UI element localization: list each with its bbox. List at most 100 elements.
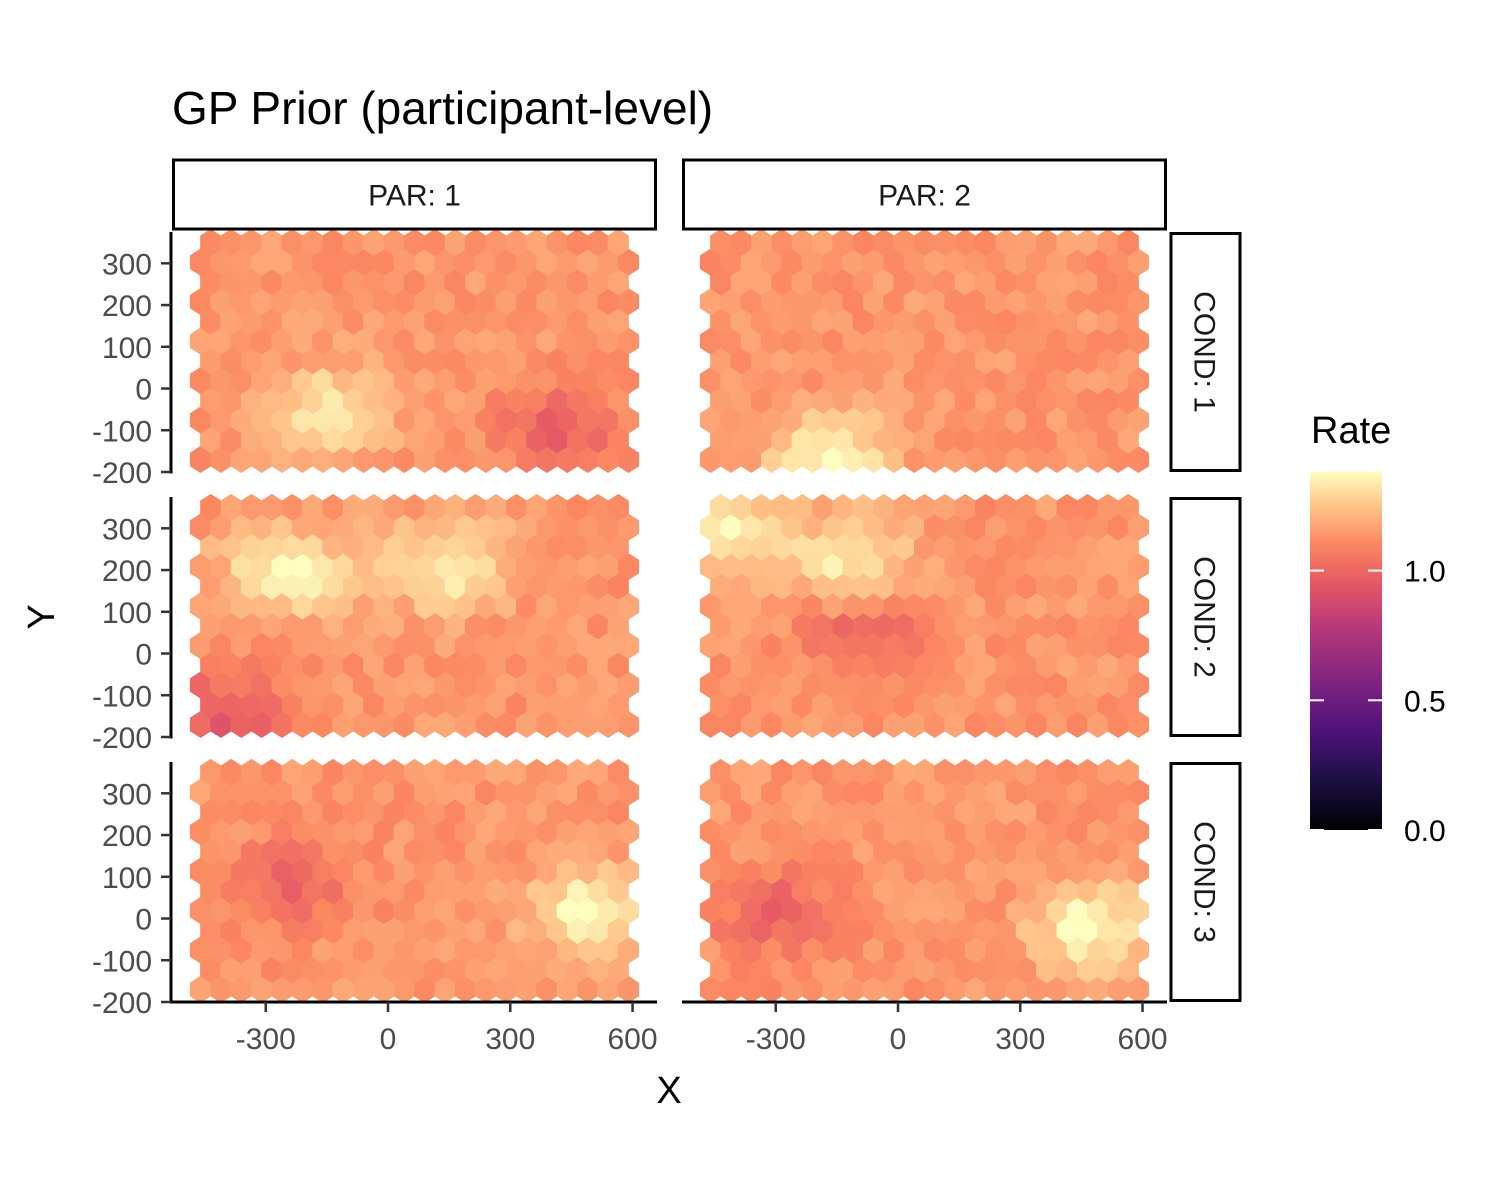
facet-strip-top: [172, 158, 657, 231]
hex-cell: [536, 710, 558, 739]
hex-cell: [434, 327, 456, 355]
hex-cell: [822, 631, 844, 660]
hex-cell: [954, 837, 976, 865]
hex-cell: [597, 406, 619, 434]
hex-cell: [1046, 631, 1068, 660]
hex-cell: [964, 248, 987, 276]
hex-cell: [220, 877, 242, 905]
hex-cell: [913, 837, 936, 865]
hex-cell: [200, 758, 222, 786]
hex-cell: [312, 818, 334, 846]
hex-cell: [617, 592, 640, 620]
hex-cell: [403, 916, 426, 944]
hex-cell: [1056, 426, 1078, 454]
hex-cell: [801, 778, 824, 806]
legend-title: Rate: [1311, 410, 1391, 452]
hex-cell: [1066, 671, 1088, 699]
hex-cell: [801, 975, 824, 1004]
hex-cell: [720, 248, 742, 276]
hex-cell: [332, 671, 354, 699]
hex-cell: [485, 798, 507, 826]
hex-cell: [566, 877, 589, 905]
hex-cell: [699, 975, 722, 1004]
hex-cell: [699, 778, 722, 806]
hex-cell: [383, 268, 405, 296]
hex-cell: [240, 837, 263, 865]
hex-cell: [261, 386, 283, 414]
hex-cell: [230, 553, 252, 581]
hex-cell: [210, 406, 232, 434]
hex-cell: [393, 366, 415, 395]
hex-cell: [1066, 248, 1088, 276]
hex-cell: [546, 426, 568, 454]
hex-cell: [485, 307, 507, 335]
hex-cell: [1097, 798, 1119, 826]
hex-cell: [1097, 758, 1119, 786]
hex-cell: [475, 366, 497, 395]
hex-cell: [434, 592, 456, 620]
hex-cell: [801, 513, 824, 541]
hex-cell: [342, 533, 364, 561]
hex-cell: [220, 956, 242, 984]
hex-cell: [1117, 877, 1139, 905]
hex-cell: [587, 228, 609, 256]
hex-cell: [566, 956, 589, 984]
hex-cell: [393, 327, 415, 355]
hex-cell: [251, 553, 273, 581]
hex-cell: [954, 493, 976, 521]
hex-cell: [465, 347, 487, 375]
hex-cell: [781, 818, 803, 846]
hex-cell: [393, 818, 415, 846]
hex-cell: [862, 778, 885, 806]
hex-cell: [281, 651, 303, 679]
hex-cell: [546, 956, 568, 984]
hex-cell: [261, 612, 283, 640]
hex-cell: [322, 956, 344, 984]
hex-cell: [475, 248, 497, 276]
facet-strip-right: [1169, 232, 1242, 472]
hex-cell: [852, 916, 874, 944]
hex-cell: [302, 916, 324, 944]
hex-cell: [1036, 426, 1058, 454]
hex-cell: [210, 592, 232, 620]
hex-cell: [302, 307, 324, 335]
hex-cell: [873, 533, 895, 561]
hex-cell: [597, 896, 619, 925]
hex-cell: [699, 288, 722, 316]
hex-cell: [934, 426, 956, 454]
hex-cell: [495, 818, 517, 846]
hex-cell: [924, 445, 946, 474]
hex-cell: [924, 631, 946, 660]
hex-cell: [465, 837, 487, 865]
hex-cell: [230, 818, 252, 846]
hex-cell: [924, 248, 946, 276]
hex-cell: [730, 837, 752, 865]
hex-cell: [1127, 896, 1150, 925]
hex-cell: [812, 533, 834, 561]
hex-cell: [903, 445, 925, 474]
hex-cell: [597, 513, 619, 541]
hex-cell: [546, 307, 568, 335]
hex-cell: [352, 406, 375, 434]
hex-cell: [1046, 248, 1068, 276]
hex-cell: [424, 386, 446, 414]
x-tick-label: 300: [485, 1023, 535, 1056]
hex-cell: [281, 877, 303, 905]
hex-cell: [617, 406, 640, 434]
hex-cell: [985, 896, 1007, 925]
hex-cell: [342, 228, 364, 256]
hex-cell: [577, 592, 599, 620]
hex-cell: [740, 896, 762, 925]
hex-cell: [1117, 837, 1139, 865]
hex-cell: [526, 347, 548, 375]
hex-cell: [842, 327, 864, 355]
hex-cell: [434, 248, 456, 276]
hex-cell: [720, 710, 742, 739]
hex-cell: [1076, 877, 1099, 905]
hex-cell: [1097, 651, 1119, 679]
y-tick-label: 100: [102, 332, 152, 365]
hex-cell: [261, 493, 283, 521]
hex-cell: [761, 671, 783, 699]
hex-cell: [832, 651, 854, 679]
hex-cell: [852, 268, 874, 296]
